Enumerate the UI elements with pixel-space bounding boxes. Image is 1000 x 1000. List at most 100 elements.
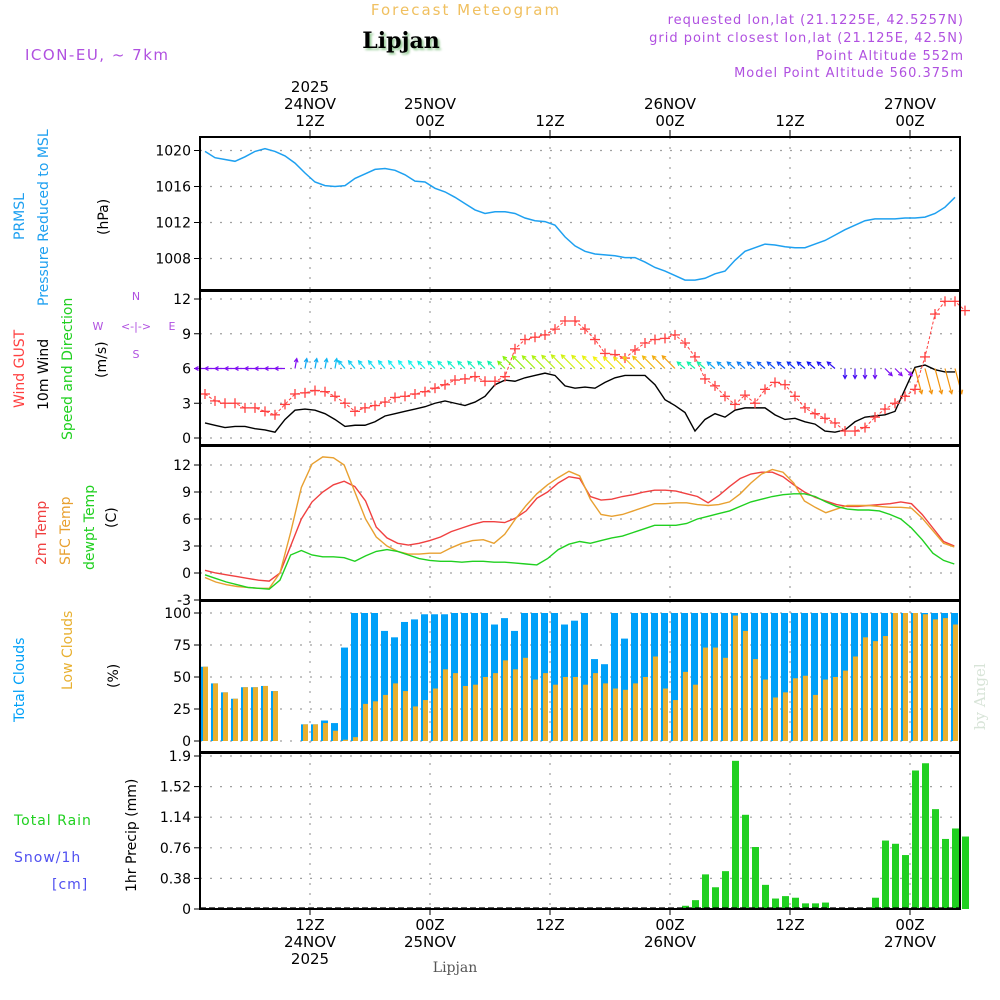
wind-direction-arrow [293,357,299,369]
gust-marker [420,386,430,397]
wind-direction-arrow [407,359,416,369]
low-cloud-bar [903,613,908,741]
wind-direction-arrow [756,361,766,369]
gust-marker [920,351,930,362]
y-tick-label: 9 [182,485,191,501]
wind-speed-dir-label: Speed and Direction [60,298,76,440]
y-tick-label: 0.76 [160,841,191,857]
low-cloud-bar [453,673,458,741]
wind-direction-arrow [592,356,606,369]
total-cloud-bar [381,630,388,741]
gust-marker [730,399,740,410]
rain-bar [712,887,719,909]
x-tick-label-top: 26NOV [644,95,697,113]
footer-location: Lipjan [433,960,477,976]
panel-precip: 0 0.38 0.76 1.14 1.52 1.9 [160,749,969,918]
t2m-line [204,471,955,582]
rain-bar [822,902,829,909]
low-cloud-bar [653,656,658,741]
wind-direction-arrow [904,368,913,377]
wind-direction-arrow [521,355,536,369]
gust-marker [490,376,500,387]
wind-panel-labels: Wind GUST 10m Wind Speed and Direction (… [12,290,176,440]
gust-marker [870,412,880,423]
panel-temp: -3 0 3 6 9 12 [173,445,961,609]
rain-bar [702,874,709,909]
wind-direction-arrow [357,359,366,369]
temp-unit: (C) [104,507,120,528]
low-cloud-bar [303,724,308,741]
wind-direction-arrow [726,361,736,369]
total-cloud-bar [371,613,378,741]
wind-direction-arrow [914,368,924,395]
y-tick-label: 6 [182,362,191,378]
gust-marker [480,376,490,387]
wind-direction-arrow [550,354,566,369]
total-cloud-bar [821,613,828,741]
y-tick-label: 6 [182,512,191,528]
low-cloud-bar [793,678,798,741]
gust-marker [260,406,270,417]
gust-marker [860,422,870,433]
wind-direction-arrow [862,368,868,380]
gust-marker [520,334,530,345]
low-cloud-bar [803,675,808,741]
wind-10m-label: 10m Wind [36,339,52,410]
wind-direction-arrow [924,368,934,395]
wind-direction-arrow [581,355,596,369]
wind-direction-arrow [872,368,878,380]
low-cloud-bar [443,669,448,741]
low-cloud-bar [223,692,228,741]
wind-direction-arrow [696,361,706,369]
low-cloud-bar [883,636,888,741]
sfc-temp-line [204,456,955,589]
rain-bar [892,843,899,909]
wind-direction-arrow [273,366,285,371]
low-cloud-bar [893,613,898,741]
dewpt-label: dewpt Temp [82,485,98,570]
low-cloud-bar [923,614,928,741]
total-cloud-bar [781,613,788,741]
rain-bar [942,838,949,909]
rain-bar [742,814,749,909]
compass-s: S [133,348,140,361]
low-cloud-bar [403,691,408,741]
wind-direction-arrow [571,354,586,369]
y-tick-label: 3 [182,539,191,555]
gust-marker [330,391,340,402]
panel-clouds: 0 25 50 75 100 [164,600,961,753]
wind-direction-arrow [477,360,486,369]
total-cloud-bar [401,621,408,741]
gust-marker [950,296,960,307]
gust-marker [710,380,720,391]
low-cloud-bar [483,677,488,741]
wind-direction-arrow [852,368,858,380]
x-tick-label-bottom: 12Z [535,916,564,934]
rain-bar [682,905,689,909]
gust-marker [210,395,220,406]
y-tick-label: 1012 [155,216,191,232]
gust-marker [290,388,300,399]
wind-direction-arrow [661,354,676,369]
model-altitude: Model Point Altitude 560.375m [734,66,964,81]
low-cloud-bar [233,698,238,741]
gust-marker [800,402,810,413]
wind-gust-label: Wind GUST [12,329,28,408]
gust-marker [580,324,590,335]
pressure-panel-labels: PRMSL Pressure Reduced to MSL (hPa) [12,129,112,306]
rain-bar [962,836,969,909]
low-cloud-bar [763,679,768,741]
wind-direction-arrow [806,361,816,369]
rain-bar [792,897,799,909]
pressure-unit: (hPa) [96,199,112,235]
precip-panel-labels: Total Rain Snow/1h [cm] 1hr Precip (mm) [13,779,140,893]
gust-marker [430,383,440,394]
y-tick-label: 1016 [155,180,191,196]
wind-direction-arrow [676,361,686,369]
compass-icon: N S W E <-|-> [93,290,176,361]
gust-marker [440,379,450,390]
x-tick-label-bottom: 2025 [291,950,329,968]
x-tick-label-top: 00Z [415,112,444,130]
